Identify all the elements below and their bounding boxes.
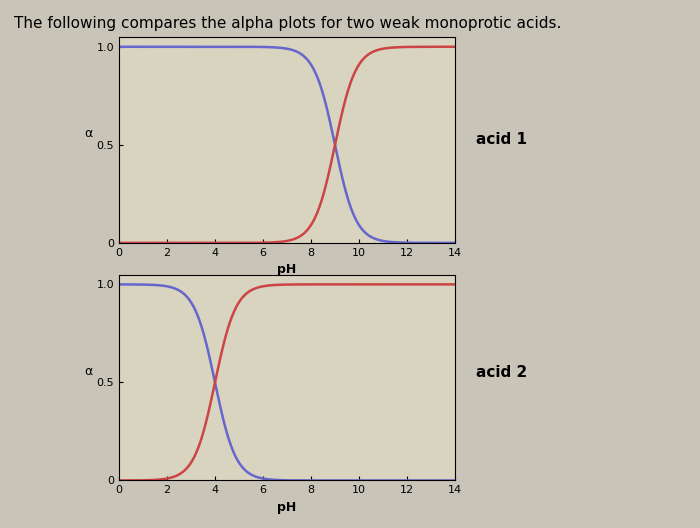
X-axis label: pH: pH xyxy=(277,501,297,514)
Y-axis label: α: α xyxy=(84,127,92,140)
Text: acid 2: acid 2 xyxy=(476,365,527,380)
Text: acid 1: acid 1 xyxy=(476,133,527,147)
X-axis label: pH: pH xyxy=(277,263,297,276)
Text: The following compares the alpha plots for two weak monoprotic acids.: The following compares the alpha plots f… xyxy=(14,16,561,31)
Y-axis label: α: α xyxy=(84,364,92,378)
